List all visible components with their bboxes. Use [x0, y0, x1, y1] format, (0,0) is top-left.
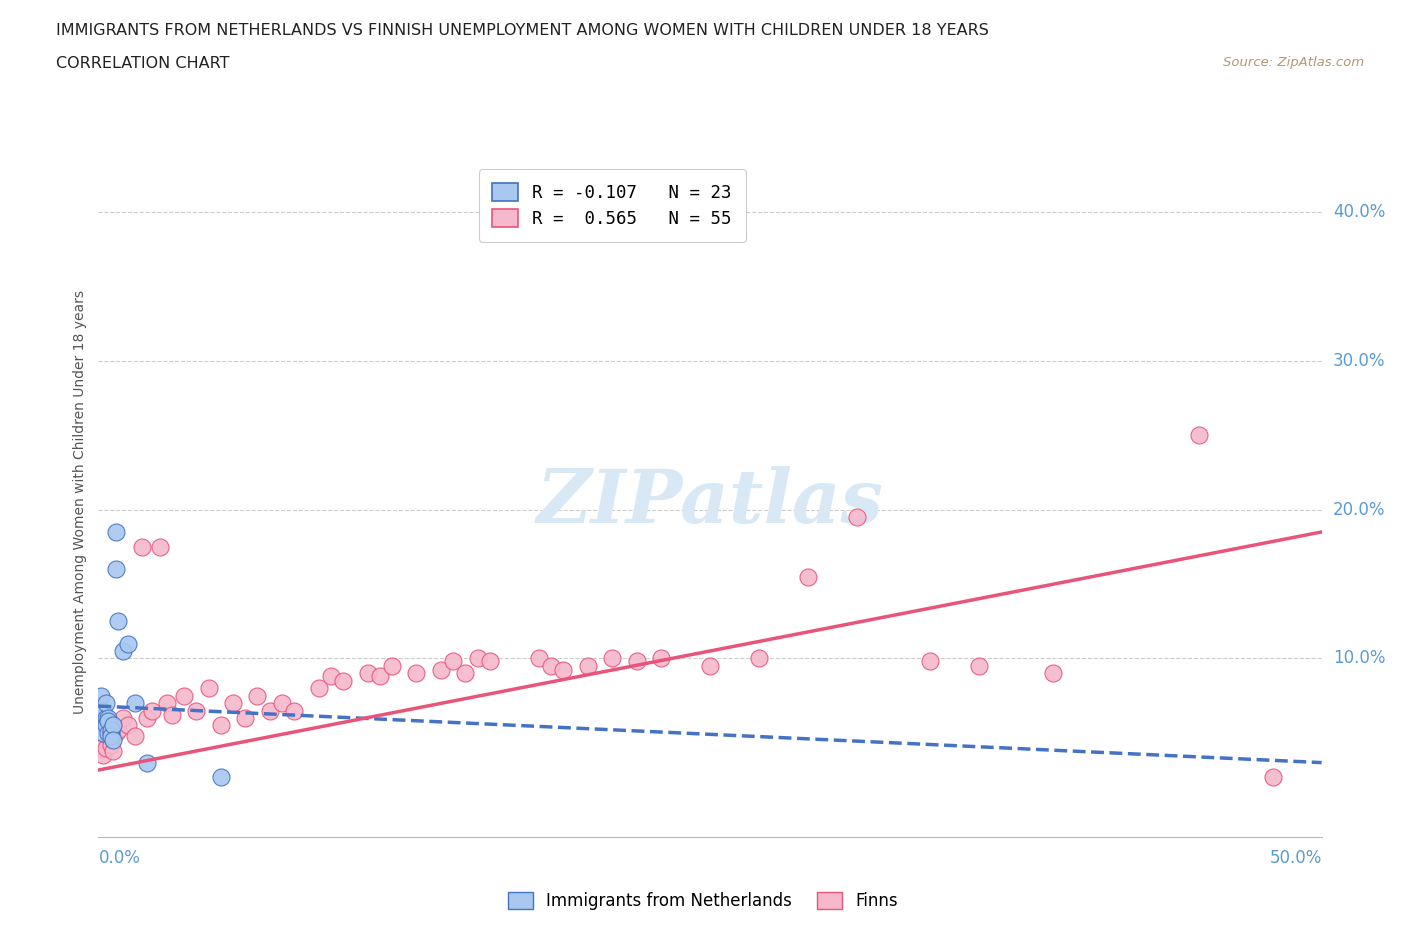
Point	[283, 703, 305, 718]
Point	[467, 651, 489, 666]
Point	[156, 696, 179, 711]
Point	[100, 725, 122, 740]
Point	[1261, 770, 1284, 785]
Point	[91, 725, 114, 740]
Point	[527, 651, 550, 666]
Point	[104, 562, 127, 577]
Point	[90, 688, 112, 703]
Point	[101, 718, 124, 733]
Point	[699, 658, 721, 673]
Point	[967, 658, 990, 673]
Point	[131, 539, 153, 554]
Point	[100, 723, 122, 737]
Point	[1188, 428, 1211, 443]
Point	[101, 733, 124, 748]
Text: 30.0%: 30.0%	[1333, 352, 1385, 370]
Point	[186, 703, 208, 718]
Text: 50.0%: 50.0%	[1270, 849, 1322, 867]
Text: 10.0%: 10.0%	[1333, 649, 1385, 668]
Point	[441, 654, 464, 669]
Point	[845, 510, 868, 525]
Point	[454, 666, 477, 681]
Point	[233, 711, 256, 725]
Text: 0.0%: 0.0%	[98, 849, 141, 867]
Point	[222, 696, 245, 711]
Point	[104, 725, 127, 740]
Point	[209, 770, 232, 785]
Text: Source: ZipAtlas.com: Source: ZipAtlas.com	[1223, 56, 1364, 69]
Point	[136, 711, 159, 725]
Point	[111, 644, 134, 658]
Point	[259, 703, 281, 718]
Point	[160, 708, 183, 723]
Point	[626, 654, 648, 669]
Point	[797, 569, 820, 584]
Point	[319, 669, 342, 684]
Point	[91, 703, 114, 718]
Point	[308, 681, 330, 696]
Point	[100, 737, 122, 752]
Point	[356, 666, 378, 681]
Point	[124, 696, 146, 711]
Legend: R = -0.107   N = 23, R =  0.565   N = 55: R = -0.107 N = 23, R = 0.565 N = 55	[478, 169, 745, 242]
Point	[107, 614, 129, 629]
Point	[97, 711, 120, 725]
Point	[94, 696, 117, 711]
Point	[141, 703, 163, 718]
Point	[920, 654, 942, 669]
Point	[553, 663, 575, 678]
Point	[650, 651, 672, 666]
Point	[117, 718, 139, 733]
Point	[107, 723, 129, 737]
Point	[91, 748, 114, 763]
Point	[197, 681, 219, 696]
Text: 20.0%: 20.0%	[1333, 500, 1385, 519]
Point	[209, 718, 232, 733]
Point	[381, 658, 404, 673]
Text: CORRELATION CHART: CORRELATION CHART	[56, 56, 229, 71]
Point	[405, 666, 427, 681]
Point	[149, 539, 172, 554]
Point	[600, 651, 623, 666]
Point	[540, 658, 562, 673]
Point	[111, 711, 134, 725]
Point	[748, 651, 770, 666]
Point	[173, 688, 195, 703]
Point	[430, 663, 453, 678]
Point	[332, 673, 354, 688]
Point	[478, 654, 501, 669]
Point	[94, 718, 117, 733]
Point	[246, 688, 269, 703]
Point	[97, 725, 120, 740]
Point	[117, 636, 139, 651]
Point	[368, 669, 391, 684]
Point	[101, 743, 124, 758]
Point	[90, 740, 112, 755]
Point	[576, 658, 599, 673]
Text: 40.0%: 40.0%	[1333, 203, 1385, 221]
Point	[1042, 666, 1064, 681]
Point	[136, 755, 159, 770]
Text: ZIPatlas: ZIPatlas	[537, 466, 883, 538]
Point	[270, 696, 294, 711]
Text: IMMIGRANTS FROM NETHERLANDS VS FINNISH UNEMPLOYMENT AMONG WOMEN WITH CHILDREN UN: IMMIGRANTS FROM NETHERLANDS VS FINNISH U…	[56, 23, 988, 38]
Point	[97, 728, 120, 743]
Legend: Immigrants from Netherlands, Finns: Immigrants from Netherlands, Finns	[502, 885, 904, 917]
Point	[100, 728, 122, 743]
Point	[124, 728, 146, 743]
Point	[90, 711, 112, 725]
Point	[104, 525, 127, 539]
Point	[94, 711, 117, 725]
Point	[94, 740, 117, 755]
Point	[97, 713, 120, 728]
Y-axis label: Unemployment Among Women with Children Under 18 years: Unemployment Among Women with Children U…	[73, 290, 87, 714]
